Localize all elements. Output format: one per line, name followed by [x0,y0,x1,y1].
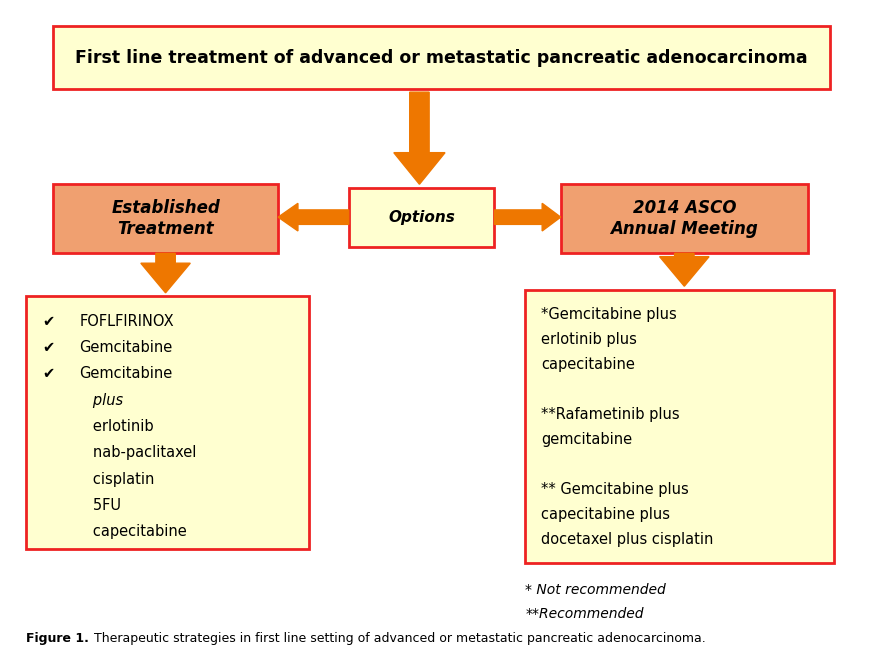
FancyArrow shape [141,253,191,293]
Text: Gemcitabine: Gemcitabine [79,367,173,381]
Text: docetaxel plus cisplatin: docetaxel plus cisplatin [541,532,713,547]
FancyBboxPatch shape [525,290,834,563]
Text: ✔: ✔ [42,314,55,328]
Text: cisplatin: cisplatin [79,472,155,486]
Text: FOFLFIRINOX: FOFLFIRINOX [79,314,174,328]
Text: Established
Treatment: Established Treatment [111,199,220,238]
FancyBboxPatch shape [53,184,278,253]
Text: gemcitabine: gemcitabine [541,432,632,447]
Text: 5FU: 5FU [79,498,122,513]
Text: ✔: ✔ [42,340,55,355]
Text: **Rafametinib plus: **Rafametinib plus [541,407,680,422]
FancyArrow shape [394,92,445,184]
FancyBboxPatch shape [26,296,309,549]
Text: Options: Options [389,210,455,224]
FancyBboxPatch shape [349,188,494,247]
Text: Gemcitabine: Gemcitabine [79,340,173,355]
Text: 2014 ASCO
Annual Meeting: 2014 ASCO Annual Meeting [610,199,758,238]
Text: capecitabine: capecitabine [541,357,635,372]
Text: ✔: ✔ [42,367,55,381]
Text: capecitabine plus: capecitabine plus [541,507,670,522]
Text: * Not recommended: * Not recommended [525,583,666,597]
Text: First line treatment of advanced or metastatic pancreatic adenocarcinoma: First line treatment of advanced or meta… [75,49,808,66]
Text: erlotinib plus: erlotinib plus [541,332,638,347]
Text: capecitabine: capecitabine [79,524,187,539]
FancyBboxPatch shape [53,26,830,89]
FancyArrow shape [660,253,709,286]
FancyArrow shape [494,203,561,231]
FancyBboxPatch shape [561,184,808,253]
Text: Figure 1.: Figure 1. [26,632,89,645]
Text: **Recommended: **Recommended [525,607,644,621]
FancyArrow shape [278,203,349,231]
Text: erlotinib: erlotinib [79,419,155,434]
Text: nab-paclitaxel: nab-paclitaxel [79,445,197,460]
Text: plus: plus [79,393,124,407]
Text: *Gemcitabine plus: *Gemcitabine plus [541,307,677,322]
Text: ** Gemcitabine plus: ** Gemcitabine plus [541,482,689,497]
Text: Therapeutic strategies in first line setting of advanced or metastatic pancreati: Therapeutic strategies in first line set… [90,632,706,645]
